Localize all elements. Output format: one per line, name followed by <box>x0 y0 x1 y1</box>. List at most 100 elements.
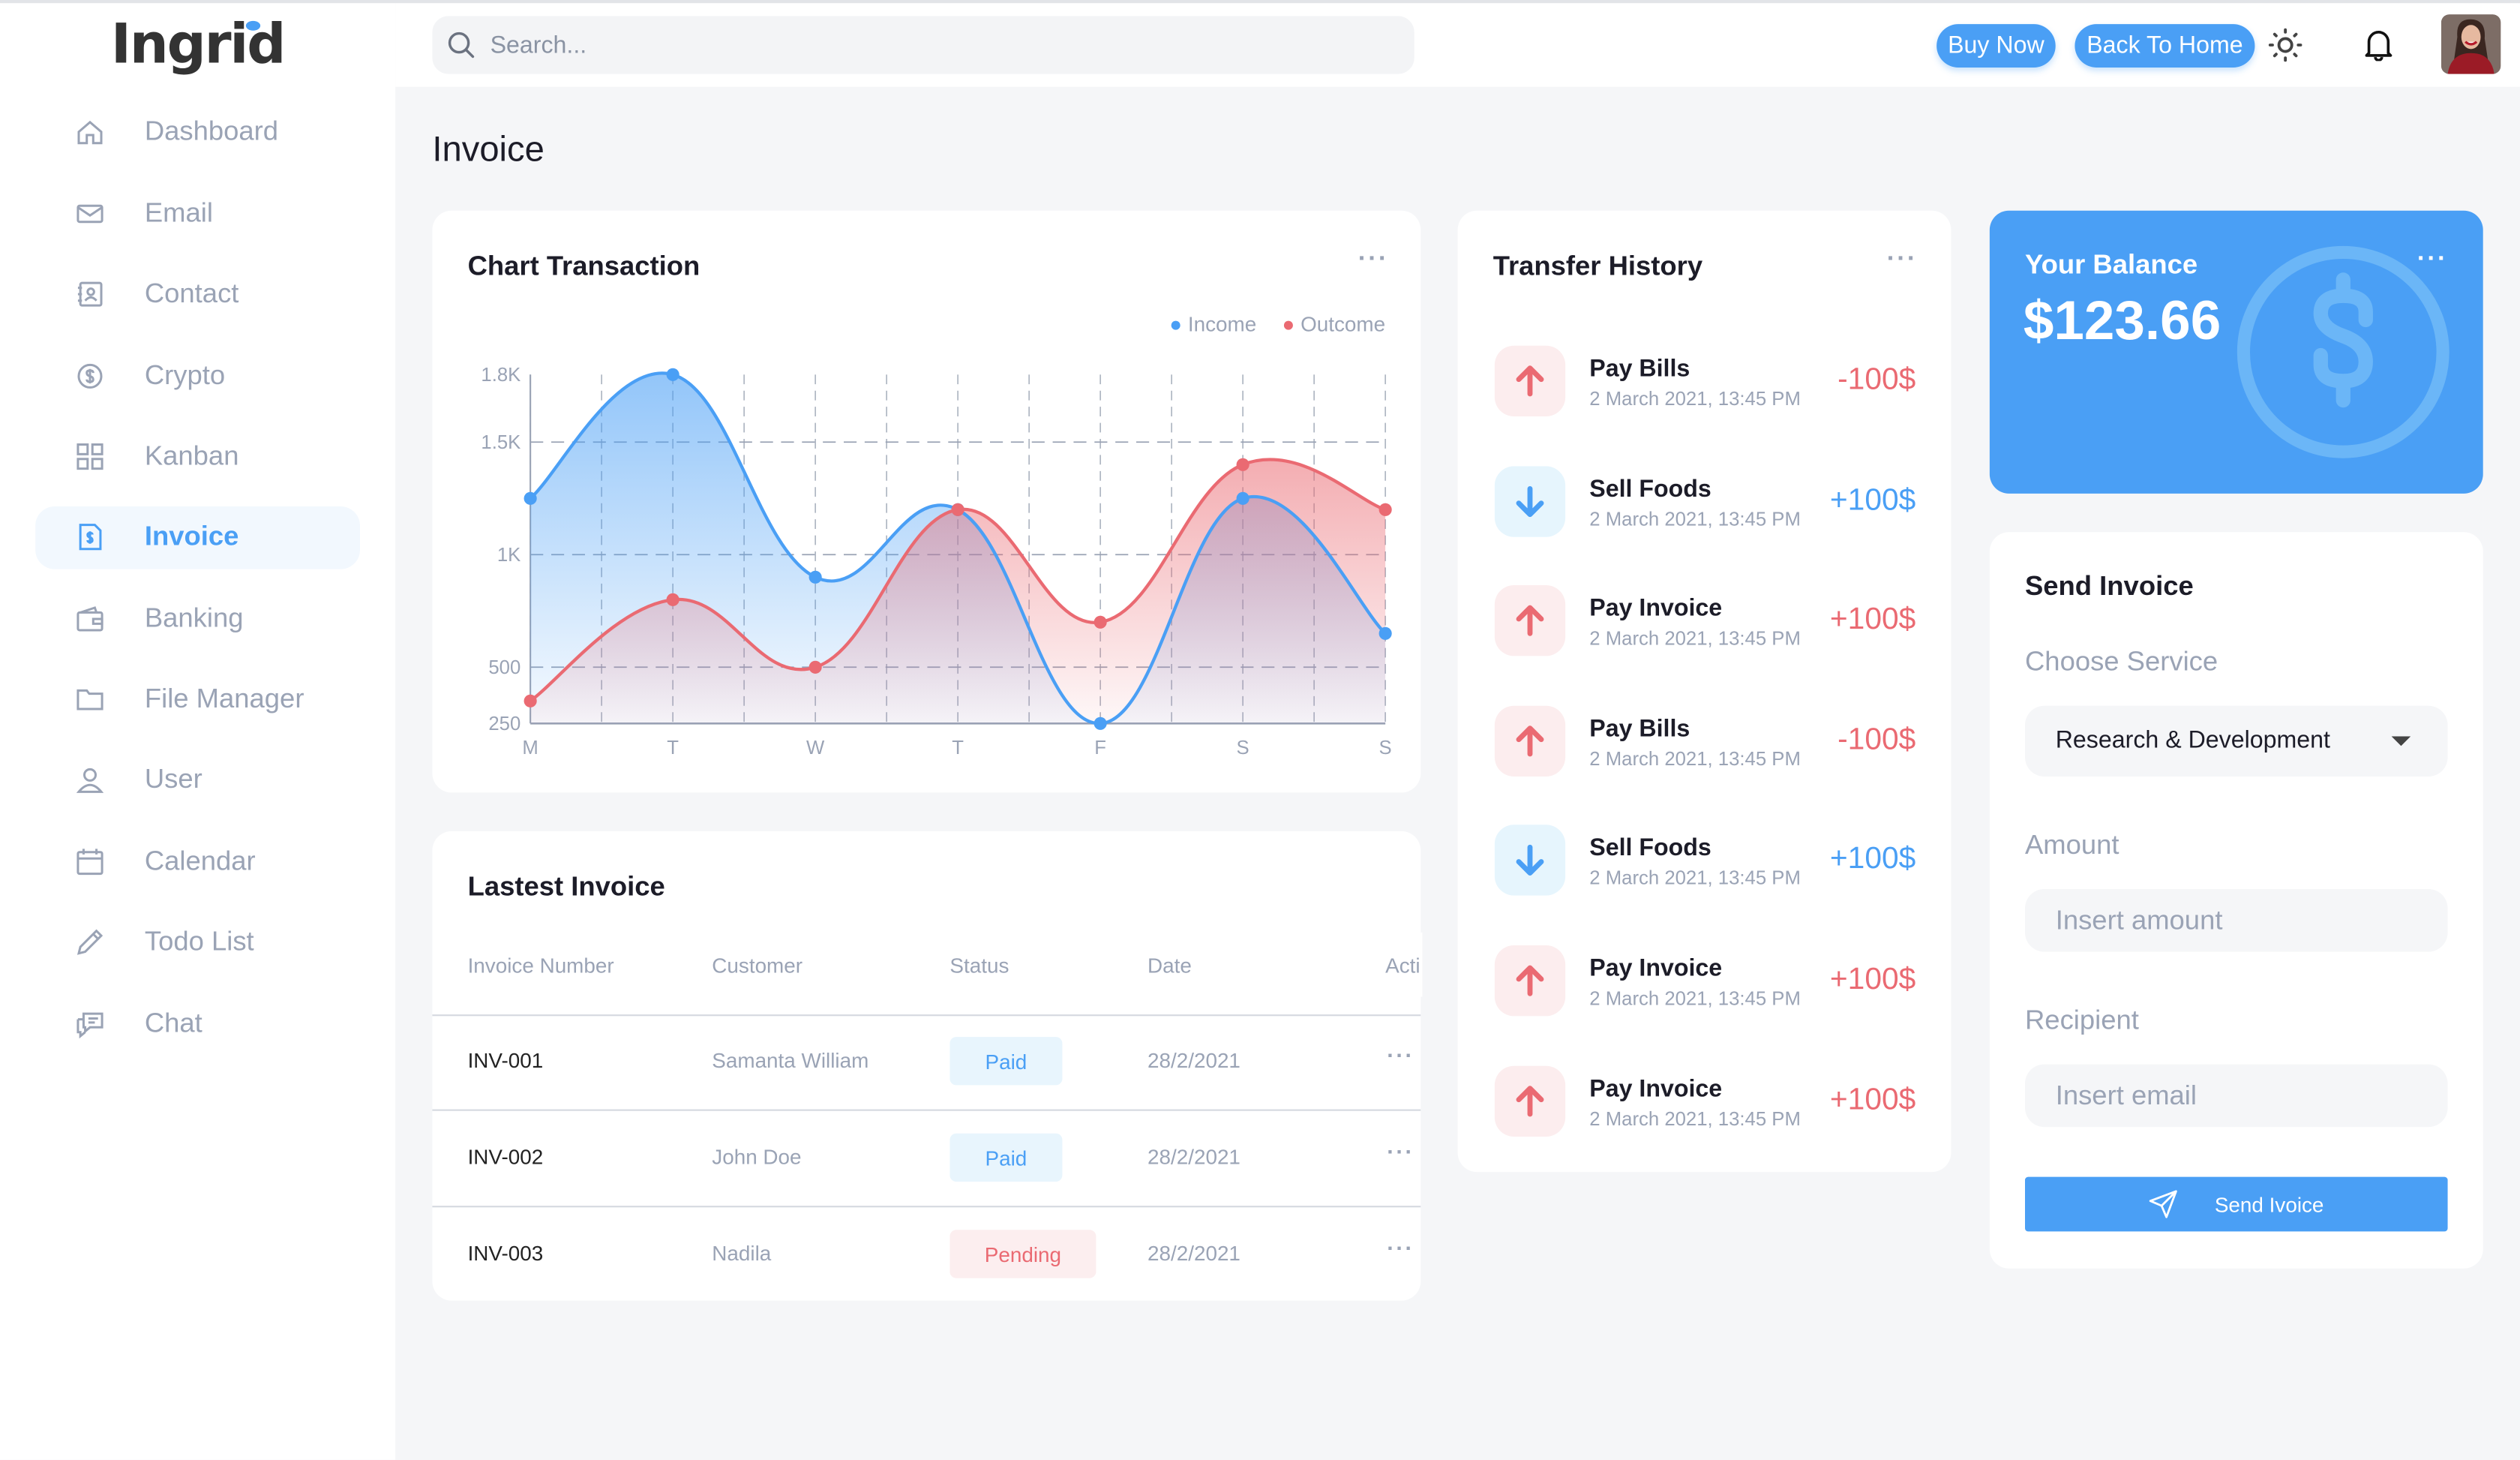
amount-input[interactable] <box>2025 889 2448 952</box>
top-border <box>0 0 2520 4</box>
transfer-more-icon[interactable]: ··· <box>1886 245 1918 274</box>
row-actions-icon[interactable]: ··· <box>1387 1234 1414 1260</box>
data-point-outcome <box>951 503 964 516</box>
sidebar-item-label: Crypto <box>144 360 226 391</box>
transfer-date: 2 March 2021, 13:45 PM <box>1589 627 1801 650</box>
chat-icon <box>76 1011 104 1038</box>
send-invoice-title: Send Invoice <box>2025 570 2194 602</box>
sun-icon[interactable] <box>2268 27 2303 62</box>
sidebar-item-banking[interactable]: Banking <box>35 587 360 650</box>
recipient-input[interactable] <box>2025 1064 2448 1128</box>
buy-now-button[interactable]: Buy Now <box>1936 24 2056 68</box>
sidebar-item-label: Todo List <box>144 926 254 957</box>
invoice-date: 28/2/2021 <box>1148 1241 1240 1266</box>
grid-icon <box>76 442 104 470</box>
data-point-outcome <box>1094 615 1107 629</box>
search-bar[interactable] <box>432 16 1414 74</box>
amount-field[interactable] <box>2025 889 2448 952</box>
column-header: Acti <box>1385 953 1420 978</box>
sidebar-item-dashboard[interactable]: Dashboard <box>35 101 360 164</box>
transfer-date: 2 March 2021, 13:45 PM <box>1589 747 1801 770</box>
row-actions-icon[interactable]: ··· <box>1387 1138 1414 1164</box>
invoice-number: INV-001 <box>467 1048 544 1073</box>
home-icon <box>77 119 103 144</box>
page-title: Invoice <box>432 128 544 169</box>
recipient-field[interactable] <box>2025 1064 2448 1128</box>
invoice-date: 28/2/2021 <box>1148 1048 1240 1073</box>
x-tick-label: W <box>806 738 825 759</box>
transfer-amount: +100$ <box>1829 483 1916 518</box>
sidebar-item-label: Contact <box>144 278 239 309</box>
column-header: Customer <box>712 953 803 978</box>
send-invoice-button[interactable]: Send Ivoice <box>2025 1176 2448 1232</box>
y-tick-label: 1.8K <box>481 365 520 386</box>
table-row[interactable] <box>432 1110 1420 1206</box>
transfer-name: Pay Invoice <box>1589 1074 1723 1103</box>
calendar-icon <box>76 848 104 875</box>
sidebar-item-todo-list[interactable]: Todo List <box>35 911 360 974</box>
row-actions-icon[interactable]: ··· <box>1387 1041 1414 1068</box>
chart-legend: ● Income ● Outcome <box>1169 312 1385 336</box>
back-to-home-button[interactable]: Back To Home <box>2074 24 2255 68</box>
sidebar-item-user[interactable]: User <box>35 748 360 811</box>
transfer-amount: +100$ <box>1829 602 1916 637</box>
wallet-icon <box>76 605 104 631</box>
arrow-up-icon <box>1516 1085 1544 1116</box>
send-icon <box>2149 1190 2177 1218</box>
bell-icon[interactable] <box>2364 29 2393 62</box>
series-area-outcome <box>530 459 1386 724</box>
customer-name: John Doe <box>712 1144 802 1169</box>
sidebar-item-label: Calendar <box>144 846 256 876</box>
data-point-income <box>524 491 537 505</box>
dollar-coin-icon <box>2236 245 2450 458</box>
logo[interactable]: Ingrid <box>0 13 395 77</box>
service-label: Choose Service <box>2025 646 2218 677</box>
search-input[interactable] <box>490 16 1390 74</box>
invoice-number: INV-003 <box>467 1241 544 1266</box>
sidebar-item-calendar[interactable]: Calendar <box>35 831 360 894</box>
data-point-income <box>1236 491 1250 505</box>
arrow-down-icon <box>1516 845 1544 876</box>
latest-invoice-title: Lastest Invoice <box>467 871 665 903</box>
arrow-up-icon <box>1516 605 1544 637</box>
column-header: Date <box>1148 953 1192 978</box>
arrow-up-badge <box>1494 345 1566 416</box>
sidebar-item-invoice[interactable]: Invoice <box>35 505 361 569</box>
send-invoice-button-label: Send Ivoice <box>2214 1193 2324 1218</box>
customer-name: Samanta William <box>712 1048 869 1073</box>
logo-dot <box>245 20 261 31</box>
y-tick-label: 1K <box>497 545 520 566</box>
service-select[interactable]: Research & Development <box>2025 705 2448 777</box>
transfer-date: 2 March 2021, 13:45 PM <box>1589 987 1801 1010</box>
legend-income[interactable]: ● Income <box>1169 311 1257 336</box>
sidebar-item-label: Kanban <box>144 440 239 471</box>
sidebar-item-kanban[interactable]: Kanban <box>35 425 360 488</box>
transfer-name: Pay Bills <box>1589 715 1690 743</box>
arrow-up-icon <box>1516 725 1544 756</box>
sidebar-item-crypto[interactable]: Crypto <box>35 345 360 408</box>
table-row[interactable] <box>432 1013 1420 1110</box>
x-tick-label: T <box>667 738 679 759</box>
user-avatar[interactable] <box>2441 14 2501 74</box>
sidebar-item-email[interactable]: Email <box>35 182 360 245</box>
sidebar-item-file-manager[interactable]: File Manager <box>35 668 360 731</box>
balance-more-icon[interactable]: ··· <box>2416 245 2448 274</box>
table-row[interactable] <box>432 1206 1420 1302</box>
invoice-icon <box>79 523 102 550</box>
amount-label: Amount <box>2025 829 2120 861</box>
legend-outcome[interactable]: ● Outcome <box>1282 311 1386 336</box>
chart-transaction-card: Chart Transaction ··· ● Income ● Outcome… <box>432 210 1421 793</box>
transfer-date: 2 March 2021, 13:45 PM <box>1589 1107 1801 1130</box>
sidebar-item-contact[interactable]: Contact <box>35 263 360 326</box>
transfer-name: Pay Invoice <box>1589 954 1723 983</box>
x-tick-label: T <box>952 738 964 759</box>
chart-more-icon[interactable]: ··· <box>1358 245 1389 274</box>
divider <box>432 1206 1421 1208</box>
sidebar-item-chat[interactable]: Chat <box>35 993 360 1056</box>
arrow-up-badge <box>1494 705 1566 777</box>
arrow-up-icon <box>1516 365 1544 397</box>
transfer-amount: +100$ <box>1829 963 1916 997</box>
search-icon <box>448 32 475 59</box>
balance-amount: $123.66 <box>2023 290 2222 353</box>
